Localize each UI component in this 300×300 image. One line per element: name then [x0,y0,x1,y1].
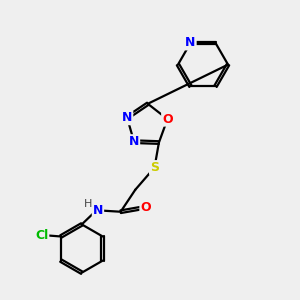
Text: S: S [150,161,159,174]
Text: O: O [162,112,173,126]
Text: N: N [122,111,132,124]
Text: O: O [140,201,151,214]
Text: N: N [93,204,103,217]
Text: H: H [84,199,92,209]
Text: N: N [129,135,139,148]
Text: N: N [185,36,196,50]
Text: Cl: Cl [35,229,48,242]
